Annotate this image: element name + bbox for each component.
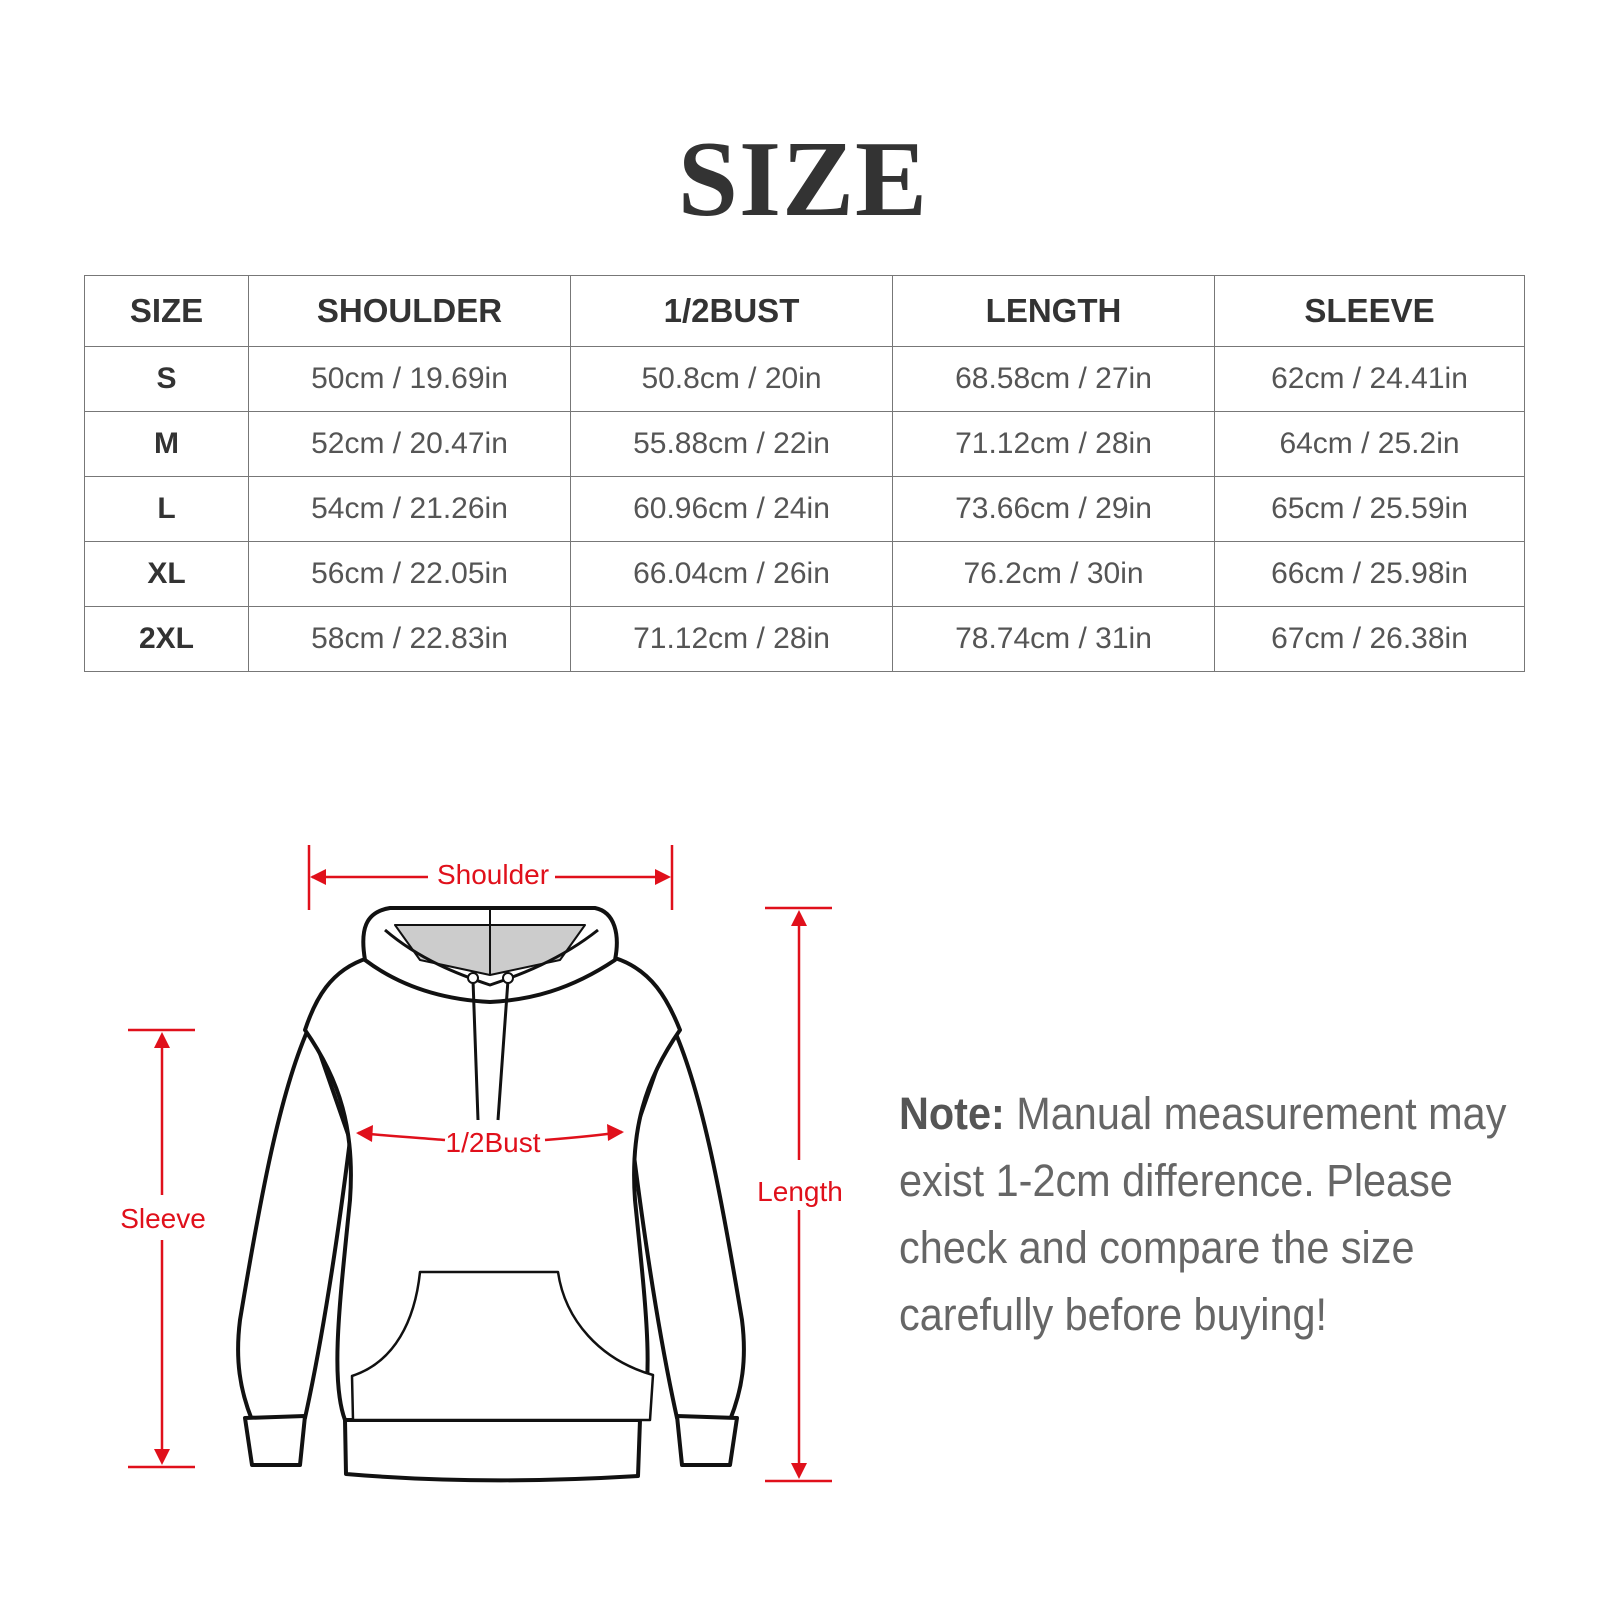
measurement-cell: 73.66cm / 29in [892,476,1215,542]
measurement-cell: 62cm / 24.41in [1214,346,1525,412]
measurement-cell: 56cm / 22.05in [248,541,571,607]
bust-label: 1/2Bust [446,1127,541,1158]
shoulder-measure [307,845,674,910]
measurement-cell: 65cm / 25.59in [1214,476,1525,542]
hoodie-drawing [236,906,746,1483]
size-cell: M [84,411,249,477]
note-text: Manual measurement may exist 1-2cm diffe… [899,1088,1507,1340]
measurement-cell: 71.12cm / 28in [892,411,1215,477]
sleeve-label: Sleeve [120,1203,206,1234]
measurement-cell: 67cm / 26.38in [1214,606,1525,672]
sleeve-measure [128,1028,195,1469]
header-length: LENGTH [892,275,1215,347]
measurement-cell: 71.12cm / 28in [570,606,893,672]
shoulder-label: Shoulder [437,859,549,890]
size-cell: 2XL [84,606,249,672]
measurement-cell: 50.8cm / 20in [570,346,893,412]
measurement-cell: 60.96cm / 24in [570,476,893,542]
measurement-cell: 55.88cm / 22in [570,411,893,477]
measurement-note: Note: Manual measurement may exist 1-2cm… [899,1080,1543,1348]
measurement-cell: 54cm / 21.26in [248,476,571,542]
measurement-cell: 76.2cm / 30in [892,541,1215,607]
measurement-cell: 50cm / 19.69in [248,346,571,412]
size-cell: L [84,476,249,542]
measurement-cell: 66.04cm / 26in [570,541,893,607]
measurement-cell: 78.74cm / 31in [892,606,1215,672]
length-measure [765,906,832,1483]
size-cell: S [84,346,249,412]
measurement-cell: 58cm / 22.83in [248,606,571,672]
table-header-row: SIZE SHOULDER 1/2BUST LENGTH SLEEVE [84,275,1525,347]
header-size: SIZE [84,275,249,347]
table-row: L 54cm / 21.26in 60.96cm / 24in 73.66cm / 2… [84,476,1525,542]
bust-measure [356,1124,624,1142]
header-bust: 1/2BUST [570,275,893,347]
header-sleeve: SLEEVE [1214,275,1525,347]
size-table: SIZE SHOULDER 1/2BUST LENGTH SLEEVE S 50c… [84,275,1525,672]
measurement-cell: 64cm / 25.2in [1214,411,1525,477]
table-row: XL 56cm / 22.05in 66.04cm / 26in 76.2cm / 3… [84,541,1525,607]
page-title: SIZE [677,120,929,239]
measurement-cell: 52cm / 20.47in [248,411,571,477]
table-row: 2XL 58cm / 22.83in 71.12cm / 28in 78.74cm /… [84,606,1525,672]
table-row: S 50cm / 19.69in 50.8cm / 20in 68.58cm / 27… [84,346,1525,412]
table-row: M 52cm / 20.47in 55.88cm / 22in 71.12cm / 2… [84,411,1525,477]
length-label: Length [757,1176,843,1207]
note-label: Note: [899,1088,1005,1139]
measurement-cell: 66cm / 25.98in [1214,541,1525,607]
